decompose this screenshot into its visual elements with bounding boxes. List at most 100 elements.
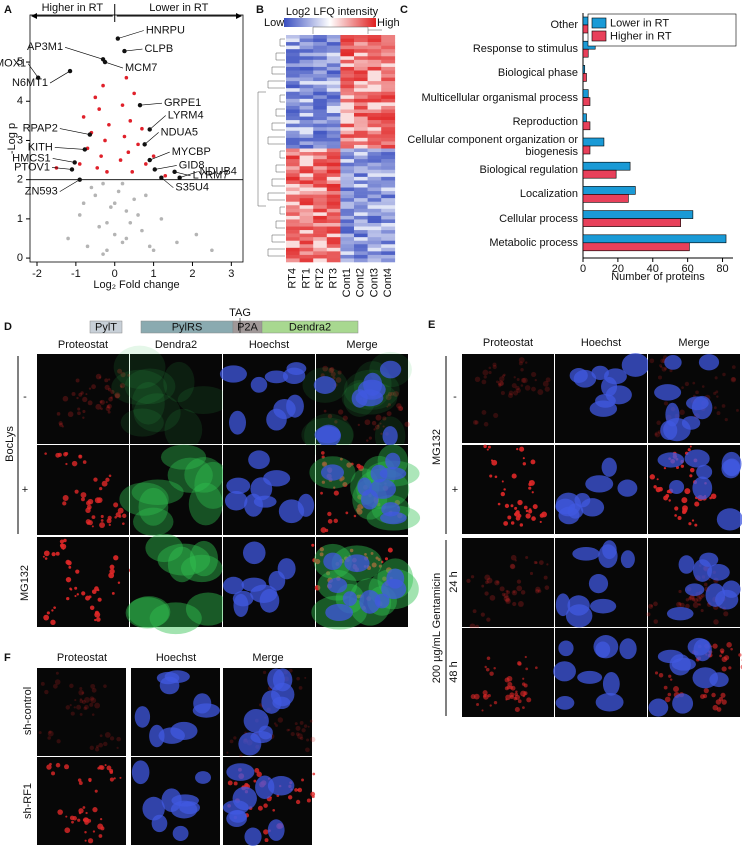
nucleus (357, 477, 372, 496)
heatmap-cell (367, 95, 382, 100)
heatmap-cell (367, 201, 382, 206)
aggregate (106, 765, 112, 771)
nucleus (369, 478, 396, 499)
aggregate (66, 596, 70, 601)
cell-signal (138, 487, 169, 526)
heatmap-cell (299, 212, 314, 217)
nucleus (654, 384, 682, 401)
aggregate (528, 509, 533, 514)
nucleus (669, 479, 685, 495)
construct-part (261, 320, 359, 334)
aggregate (517, 699, 522, 704)
micrograph (37, 537, 129, 627)
heatmap-cell (367, 159, 382, 163)
heatmap-cell (381, 230, 396, 234)
aggregate (262, 670, 267, 675)
micrograph-content (131, 760, 212, 841)
labeled-point (72, 160, 77, 165)
annotation: Lower in RT (149, 2, 208, 14)
data-point (105, 248, 109, 253)
heatmap-cell (354, 38, 368, 43)
aggregate (520, 384, 524, 387)
aggregate (309, 719, 313, 723)
heatmap-cell (340, 148, 355, 153)
nucleus (664, 355, 682, 370)
heatmap-cell (381, 254, 396, 259)
heatmap-cell (313, 159, 328, 163)
heatmap-cell (313, 237, 328, 242)
aggregate (525, 509, 529, 513)
nucleus (226, 763, 255, 781)
micrograph (462, 354, 554, 443)
aggregate (730, 376, 737, 383)
aggregate (76, 704, 82, 710)
nucleus (232, 786, 257, 811)
heatmap-cell (313, 226, 328, 231)
aggregate (387, 547, 393, 553)
aggregate (83, 706, 87, 711)
dendrogram (279, 38, 285, 47)
aggregate (314, 584, 321, 591)
heatmap-cell (313, 127, 328, 132)
dendrogram (312, 26, 382, 34)
heatmap-cell (286, 105, 300, 110)
nucleus (264, 370, 289, 384)
leader-line (161, 177, 174, 188)
aggregate (104, 378, 109, 383)
heatmap-cell (299, 159, 314, 163)
nucleus (666, 606, 694, 621)
heatmap-cell (326, 74, 341, 78)
panel-letter: E (428, 319, 435, 331)
aggregate (522, 457, 525, 460)
heatmap-cell (286, 45, 300, 50)
heatmap-cell (367, 102, 382, 107)
heatmap-cell (326, 159, 341, 163)
category-label: Localization (519, 188, 578, 201)
heatmap-cell (340, 215, 355, 220)
heatmap-cell (381, 251, 396, 256)
nucleus (359, 589, 381, 614)
aggregate (353, 514, 357, 518)
heatmap-cell (299, 226, 314, 231)
heatmap-cell (381, 166, 396, 171)
aggregate (497, 380, 504, 387)
aggregate (114, 393, 120, 399)
panel-letter: B (256, 4, 264, 16)
aggregate (486, 577, 493, 584)
heatmap-cell (354, 70, 368, 75)
micrograph-content (311, 543, 419, 630)
aggregate (73, 706, 76, 709)
heatmap-cell (354, 194, 368, 199)
aggregate (373, 428, 376, 431)
nucleus (585, 475, 614, 493)
aggregate (382, 576, 387, 581)
aggregate (474, 376, 481, 383)
heatmap-cell (286, 205, 300, 210)
cell-signal (163, 361, 195, 403)
aggregate (77, 411, 81, 416)
aggregate (334, 420, 338, 424)
heatmap-cell (299, 42, 314, 46)
heatmap-cell (313, 191, 328, 195)
heatmap-cell (367, 56, 382, 61)
heatmap-cell (286, 109, 300, 114)
data-point (95, 166, 100, 170)
heatmap-cell (326, 105, 341, 110)
aggregate (715, 699, 722, 705)
data-point (77, 162, 82, 166)
heatmap-cell (340, 49, 355, 54)
heatmap-cell (354, 205, 368, 210)
aggregate (716, 411, 721, 416)
aggregate (69, 704, 72, 707)
aggregate (375, 556, 379, 560)
aggregate (379, 422, 382, 425)
aggregate (404, 421, 410, 427)
heatmap-cell (354, 166, 368, 171)
aggregate (111, 591, 115, 595)
micrograph-content (649, 354, 739, 442)
heatmap-cell (313, 56, 328, 61)
aggregate (46, 764, 52, 770)
heatmap-cell (326, 102, 341, 107)
heatmap-cell (367, 77, 382, 82)
